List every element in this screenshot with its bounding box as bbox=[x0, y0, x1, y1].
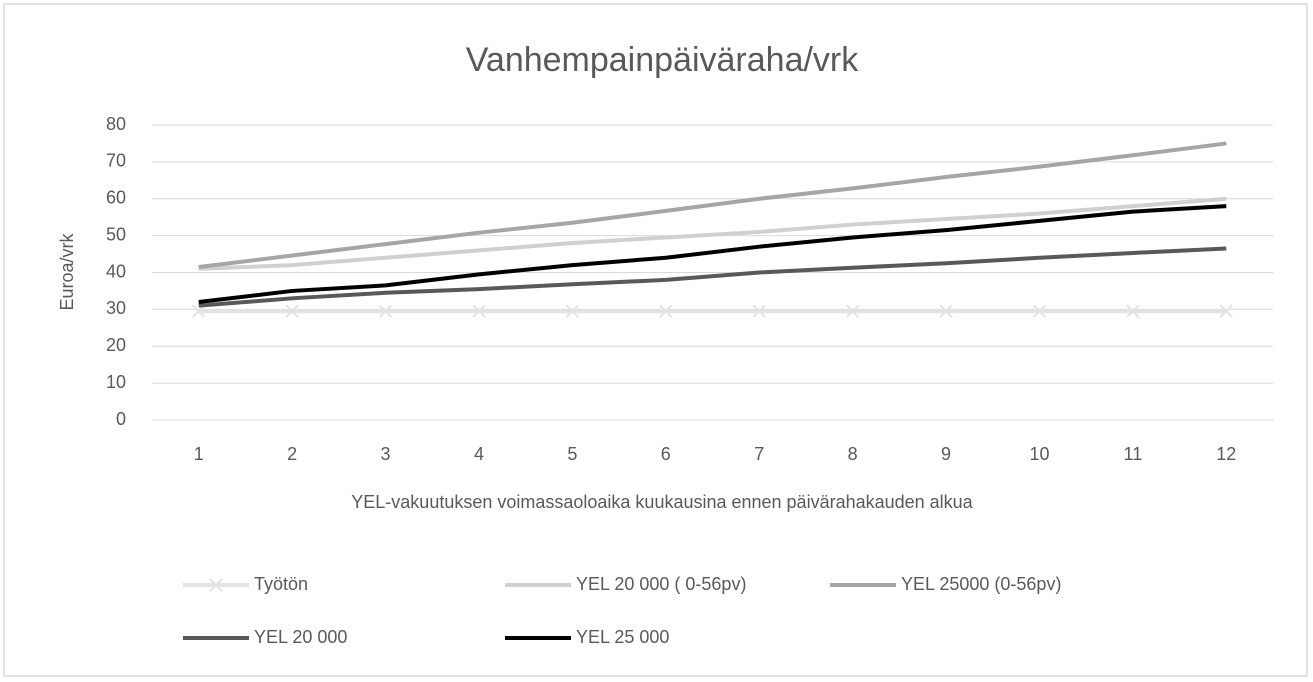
x-tick-label: 7 bbox=[754, 444, 764, 464]
x-tick-label: 2 bbox=[287, 444, 297, 464]
series-marker bbox=[1219, 304, 1233, 318]
series-marker bbox=[285, 304, 299, 318]
series-line bbox=[198, 246, 1227, 308]
x-tick-label: 3 bbox=[381, 444, 391, 464]
series-marker bbox=[378, 304, 393, 318]
x-tick-label: 11 bbox=[1124, 444, 1143, 464]
y-tick-label: 20 bbox=[106, 335, 126, 355]
series-marker bbox=[752, 304, 766, 318]
legend-label: YEL 25 000 bbox=[576, 627, 669, 647]
y-tick-label: 10 bbox=[106, 372, 126, 392]
series-marker bbox=[565, 304, 580, 318]
y-tick-label: 0 bbox=[116, 409, 126, 429]
x-axis-label: YEL-vakuutuksen voimassaoloaika kuukausi… bbox=[351, 492, 973, 512]
series-line bbox=[198, 204, 1227, 304]
series-line bbox=[198, 141, 1227, 269]
x-tick-label: 9 bbox=[941, 444, 951, 464]
series-marker bbox=[1032, 304, 1047, 318]
series-marker bbox=[845, 304, 860, 318]
series-marker bbox=[1126, 304, 1140, 318]
x-tick-label: 1 bbox=[194, 444, 204, 464]
series-marker bbox=[939, 304, 953, 318]
x-tick-label: 8 bbox=[848, 444, 858, 464]
series-marker bbox=[659, 304, 673, 318]
y-tick-label: 60 bbox=[106, 188, 126, 208]
legend-label: Työtön bbox=[254, 574, 308, 594]
legend-label: YEL 20 000 bbox=[254, 627, 347, 647]
y-tick-label: 40 bbox=[106, 261, 126, 281]
legend-label: YEL 20 000 ( 0-56pv) bbox=[576, 574, 746, 594]
y-tick-label: 50 bbox=[106, 224, 126, 244]
x-tick-label: 10 bbox=[1029, 444, 1049, 464]
x-tick-label: 4 bbox=[474, 444, 484, 464]
x-tick-label: 5 bbox=[567, 444, 577, 464]
chart-border bbox=[3, 3, 1308, 677]
y-axis-label: Euroa/vrk bbox=[57, 232, 77, 310]
legend-label: YEL 25000 (0-56pv) bbox=[901, 574, 1061, 594]
x-tick-label: 6 bbox=[661, 444, 671, 464]
y-tick-label: 70 bbox=[106, 151, 126, 171]
chart-title: Vanhempainpäiväraha/vrk bbox=[466, 41, 859, 79]
y-tick-label: 30 bbox=[106, 298, 126, 318]
legend-marker bbox=[209, 578, 223, 592]
series-line bbox=[198, 196, 1227, 271]
x-tick-label: 12 bbox=[1216, 444, 1236, 464]
y-tick-label: 80 bbox=[106, 114, 126, 134]
series-marker bbox=[472, 304, 486, 318]
